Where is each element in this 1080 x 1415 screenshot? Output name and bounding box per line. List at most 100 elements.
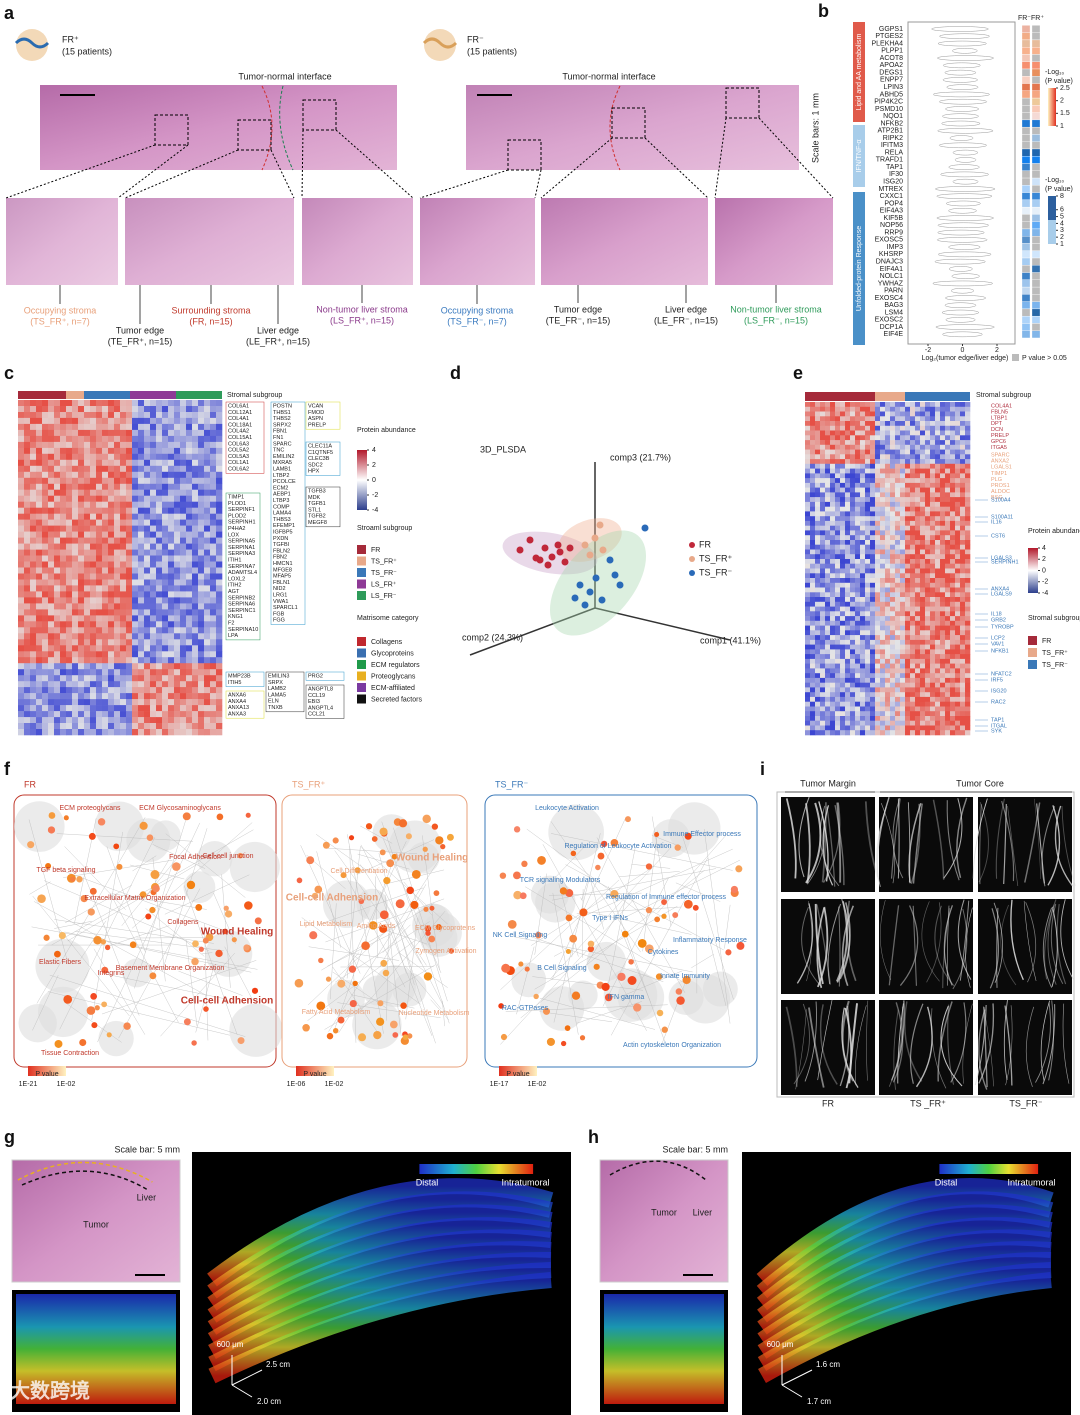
heat-cell (870, 454, 876, 460)
heat-cell (900, 597, 906, 603)
heat-cell (126, 465, 133, 473)
heat-cell (162, 423, 169, 431)
heat-cell (840, 482, 846, 488)
heat-cell (845, 421, 851, 427)
heat-cell (84, 693, 91, 700)
heat-cell (192, 729, 199, 736)
heat-cell (840, 425, 846, 431)
heat-cell (132, 573, 139, 580)
heat-cell (84, 453, 91, 461)
heat-cell (78, 675, 85, 682)
heat-cell (935, 421, 941, 427)
heat-cell (60, 573, 67, 580)
heat-cell (955, 635, 961, 641)
heat-cell (875, 616, 881, 622)
heat-cell (132, 543, 139, 550)
heat-cell (54, 423, 61, 431)
heat-cell (78, 471, 85, 479)
heat-cell (925, 654, 931, 660)
heat-cell (132, 669, 139, 676)
heat-cell (840, 716, 846, 722)
heat-cell (825, 425, 831, 431)
heat-cell (24, 489, 31, 496)
heat-cell (825, 620, 831, 626)
heat-cell (150, 561, 157, 568)
heat-cell (156, 406, 163, 413)
heat-cell (30, 585, 37, 592)
heat-cell (108, 531, 115, 538)
heat-cell (895, 706, 901, 712)
heat-cell (90, 513, 97, 520)
heat-cell (915, 611, 921, 617)
heat-cell (850, 540, 856, 546)
heat-cell (174, 543, 181, 550)
heat-cell (156, 705, 163, 712)
heat-cell (114, 615, 121, 622)
heat-cell (174, 525, 181, 532)
heat-cell (204, 453, 211, 461)
heat-cell (885, 487, 891, 493)
heat-cell (905, 611, 911, 617)
heat-cell (910, 559, 916, 565)
heat-cell (900, 449, 906, 455)
heat-cell (940, 601, 946, 607)
label: TYROBP (991, 624, 1014, 630)
label: EIF4A1 (880, 266, 903, 273)
heat-cell (216, 675, 223, 682)
heat-cell (42, 537, 49, 544)
heat-cell (24, 669, 31, 676)
heat-cell (890, 473, 896, 479)
connector (360, 825, 393, 844)
node (192, 940, 199, 948)
heat-cell (890, 520, 896, 526)
heat-cell (132, 555, 139, 562)
node (37, 894, 46, 903)
heat-cell (840, 421, 846, 427)
heat-cell (24, 657, 31, 664)
heat-cell (965, 644, 971, 650)
label: (LS_FR⁺, n=15) (330, 315, 394, 325)
heat-cell (855, 668, 861, 674)
heat-cell (965, 711, 971, 717)
heat-cell (30, 567, 37, 574)
heat-cell (950, 511, 956, 517)
heat-cell (180, 687, 187, 694)
heat-cell (216, 406, 223, 413)
heat-cell (60, 555, 67, 562)
heat-cell (830, 525, 836, 531)
heat-cell (965, 468, 971, 474)
label: LOX (228, 532, 239, 538)
heat-cell (192, 429, 199, 437)
label: COL6A3 (228, 441, 249, 447)
heat-cell (144, 453, 151, 461)
heat-cell (960, 673, 966, 679)
heat-cell (66, 609, 73, 616)
heat-cell (915, 587, 921, 593)
heat-cell (815, 430, 821, 436)
heat-cell (915, 711, 921, 717)
heat-cell (830, 706, 836, 712)
image-region (1021, 156, 1031, 164)
heat-cell (920, 597, 926, 603)
heat-cell (216, 441, 223, 449)
heat-cell (210, 651, 217, 658)
heat-cell (186, 543, 193, 550)
heat-cell (78, 603, 85, 610)
label: EIF4A3 (880, 208, 903, 215)
heat-cell (78, 579, 85, 586)
heat-cell (156, 657, 163, 664)
heat-cell (126, 621, 133, 628)
heat-cell (825, 701, 831, 707)
connector (67, 862, 200, 942)
heat-cell (805, 406, 811, 412)
label: Protein abundance (1028, 528, 1080, 535)
heat-cell (960, 687, 966, 693)
heat-cell (935, 573, 941, 579)
node (146, 834, 154, 841)
heat-cell (150, 459, 157, 467)
heat-cell (905, 421, 911, 427)
heat-cell (114, 483, 121, 491)
heat-cell (815, 720, 821, 726)
heat-cell (950, 468, 956, 474)
label: THBS3 (273, 517, 291, 523)
